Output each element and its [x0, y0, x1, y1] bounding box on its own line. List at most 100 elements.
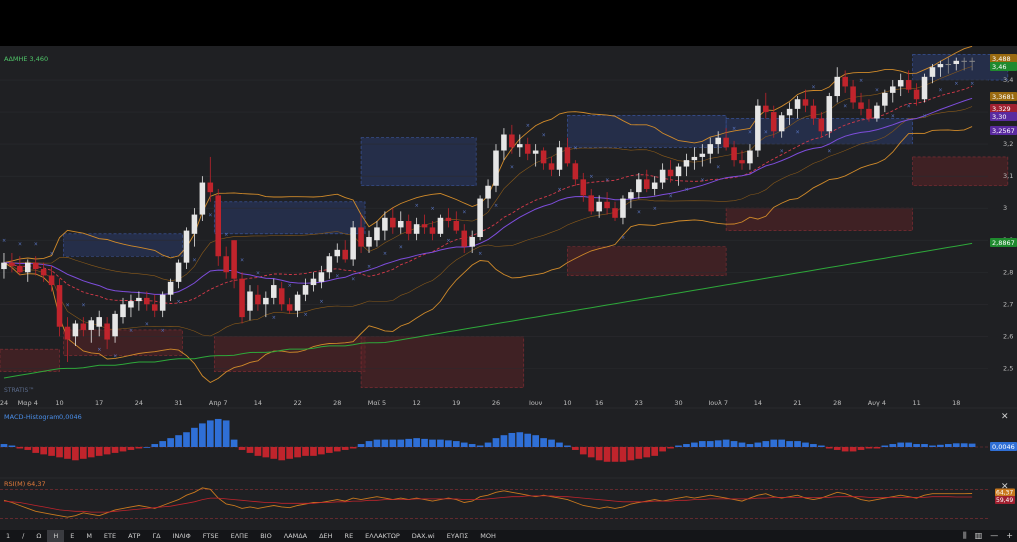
candles-layer [1, 57, 975, 362]
macd-bar [532, 435, 539, 447]
candle-body [366, 237, 372, 247]
price-badge-text: 3,46 [992, 63, 1006, 71]
toolbar-item[interactable]: ΔΕΗ [319, 532, 333, 540]
candle-body [604, 201, 610, 209]
toolbar-item[interactable]: ΓΔ [152, 532, 161, 540]
plot-area[interactable]: × × × × × × × × × × × × × × × × × × × × × × × × × × × × × × × × × × × × × × × ×… [0, 46, 1017, 532]
candle-body [144, 297, 150, 305]
rsi-value: 64,37 [27, 480, 46, 488]
candle-body [905, 80, 912, 90]
sar-mark: × [161, 328, 165, 334]
macd-bar [286, 447, 293, 459]
sar-mark: × [446, 238, 450, 244]
candles-icon[interactable]: ⫼ [963, 531, 967, 540]
toolbar-item[interactable]: Ω [36, 532, 42, 540]
sar-mark: × [240, 257, 244, 263]
rsi-badge [995, 496, 1015, 505]
toolbar-item[interactable]: ΕΛΛΑΚΤΩΡ [365, 532, 400, 540]
macd-bar [714, 440, 722, 447]
macd-bar [635, 447, 643, 459]
sar-mark: × [684, 187, 688, 193]
candle-body [794, 99, 801, 109]
x-tick-label: Μαρ 4 [18, 399, 38, 407]
price-badge-text: 3,30 [992, 113, 1006, 121]
candle-body [96, 317, 102, 327]
macd-bar [183, 432, 190, 447]
sar-mark: × [907, 104, 911, 110]
candle-body [64, 326, 71, 340]
macd-bar [79, 447, 87, 459]
toolbar-item[interactable]: ΕΛΠΕ [230, 532, 249, 540]
candle-body [477, 198, 483, 238]
toolbar-item[interactable]: Μ [86, 532, 92, 540]
y-tick-label: 2,7 [1003, 300, 1013, 308]
rsi-close-icon[interactable]: ✕ [1001, 482, 1009, 492]
candle-body [747, 150, 753, 164]
macd-close-icon[interactable]: ✕ [1001, 412, 1009, 422]
macd-bar [365, 441, 373, 447]
macd-bar [786, 441, 793, 447]
macd-bar [437, 439, 444, 447]
toolbar-item[interactable]: ΒΙΟ [260, 532, 272, 540]
macd-bar [64, 447, 71, 459]
sar-mark: × [510, 165, 514, 171]
macd-bar [0, 444, 8, 447]
macd-bar [770, 439, 778, 447]
toolbar-item[interactable]: Η [47, 530, 65, 542]
toolbar-item[interactable]: ΙΝΛΙΦ [172, 532, 191, 540]
symbol-toolbar: 1 ∕ Ω Η Ε Μ ΕΤΕ ΑΤΡ ΓΔ ΙΝΛΙΦ FTSE ΕΛΠΕ ΒΙΟ ΛΑΜΔΑ ΔΕΗ RE… [0, 530, 1017, 542]
toolbar-item[interactable]: ΜΟΗ [480, 532, 496, 540]
y-tick-label: 3 [1003, 204, 1007, 212]
minus-icon[interactable]: — [990, 531, 999, 540]
x-tick-label: 12 [412, 399, 420, 407]
candle-body [921, 76, 928, 100]
candle-body [683, 160, 690, 167]
macd-panel: 0,0046 [0, 407, 1017, 462]
toolbar-item[interactable]: ΑΤΡ [128, 532, 141, 540]
candle-body [437, 217, 444, 234]
toolbar-item[interactable]: DAX.wi [411, 532, 435, 540]
x-tick-label: Ιουν [529, 399, 543, 407]
toolbar-item[interactable]: ΕΥΑΠΣ [446, 532, 469, 540]
candle-body [453, 221, 460, 231]
macd-bar [32, 447, 40, 453]
macd-bar [905, 442, 912, 447]
instrument-label: ΑΔΜΗΕ 3,46 [4, 55, 44, 63]
sar-mark: × [748, 129, 752, 135]
x-tick-label: 17 [95, 399, 103, 407]
toolbar-item[interactable]: ΛΑΜΔΑ [283, 532, 308, 540]
bars-icon[interactable]: ▥ [974, 531, 983, 540]
candle-body [659, 169, 666, 183]
candle-body [461, 230, 468, 247]
macd-badge-text: 0,0046 [992, 443, 1015, 451]
toolbar-item[interactable]: ΕΤΕ [103, 532, 117, 540]
macd-bar [95, 447, 103, 456]
toolbar-item[interactable]: FTSE [202, 532, 219, 540]
candle-body [342, 249, 348, 260]
toolbar-item[interactable]: Ε [70, 532, 75, 540]
x-tick-label: 10 [563, 399, 571, 407]
plus-icon[interactable]: + [1006, 531, 1013, 540]
toolbar-item[interactable]: ∕ [22, 532, 25, 540]
macd-bar [40, 447, 47, 455]
x-tick-label: 22 [293, 399, 301, 407]
macd-bar [429, 439, 436, 447]
sar-mark: × [605, 177, 609, 183]
candle-body [834, 76, 840, 97]
price-badge [990, 92, 1017, 101]
y-tick-label: 2,6 [1003, 332, 1013, 340]
sar-mark: × [732, 126, 736, 132]
macd-bar [921, 444, 928, 447]
x-tick-label: 14 [754, 399, 762, 407]
toolbar-item[interactable]: 1 [6, 532, 11, 540]
instrument-change: 0 [44, 55, 48, 63]
candle-body [48, 275, 55, 286]
candle-body [405, 221, 412, 234]
toolbar-item[interactable]: RE [344, 532, 354, 540]
macd-bar [349, 447, 357, 449]
price-badge-text: 3,3681 [992, 93, 1015, 101]
macd-bar [857, 447, 865, 450]
sar-mark: × [383, 251, 387, 257]
macd-bar [222, 420, 230, 447]
